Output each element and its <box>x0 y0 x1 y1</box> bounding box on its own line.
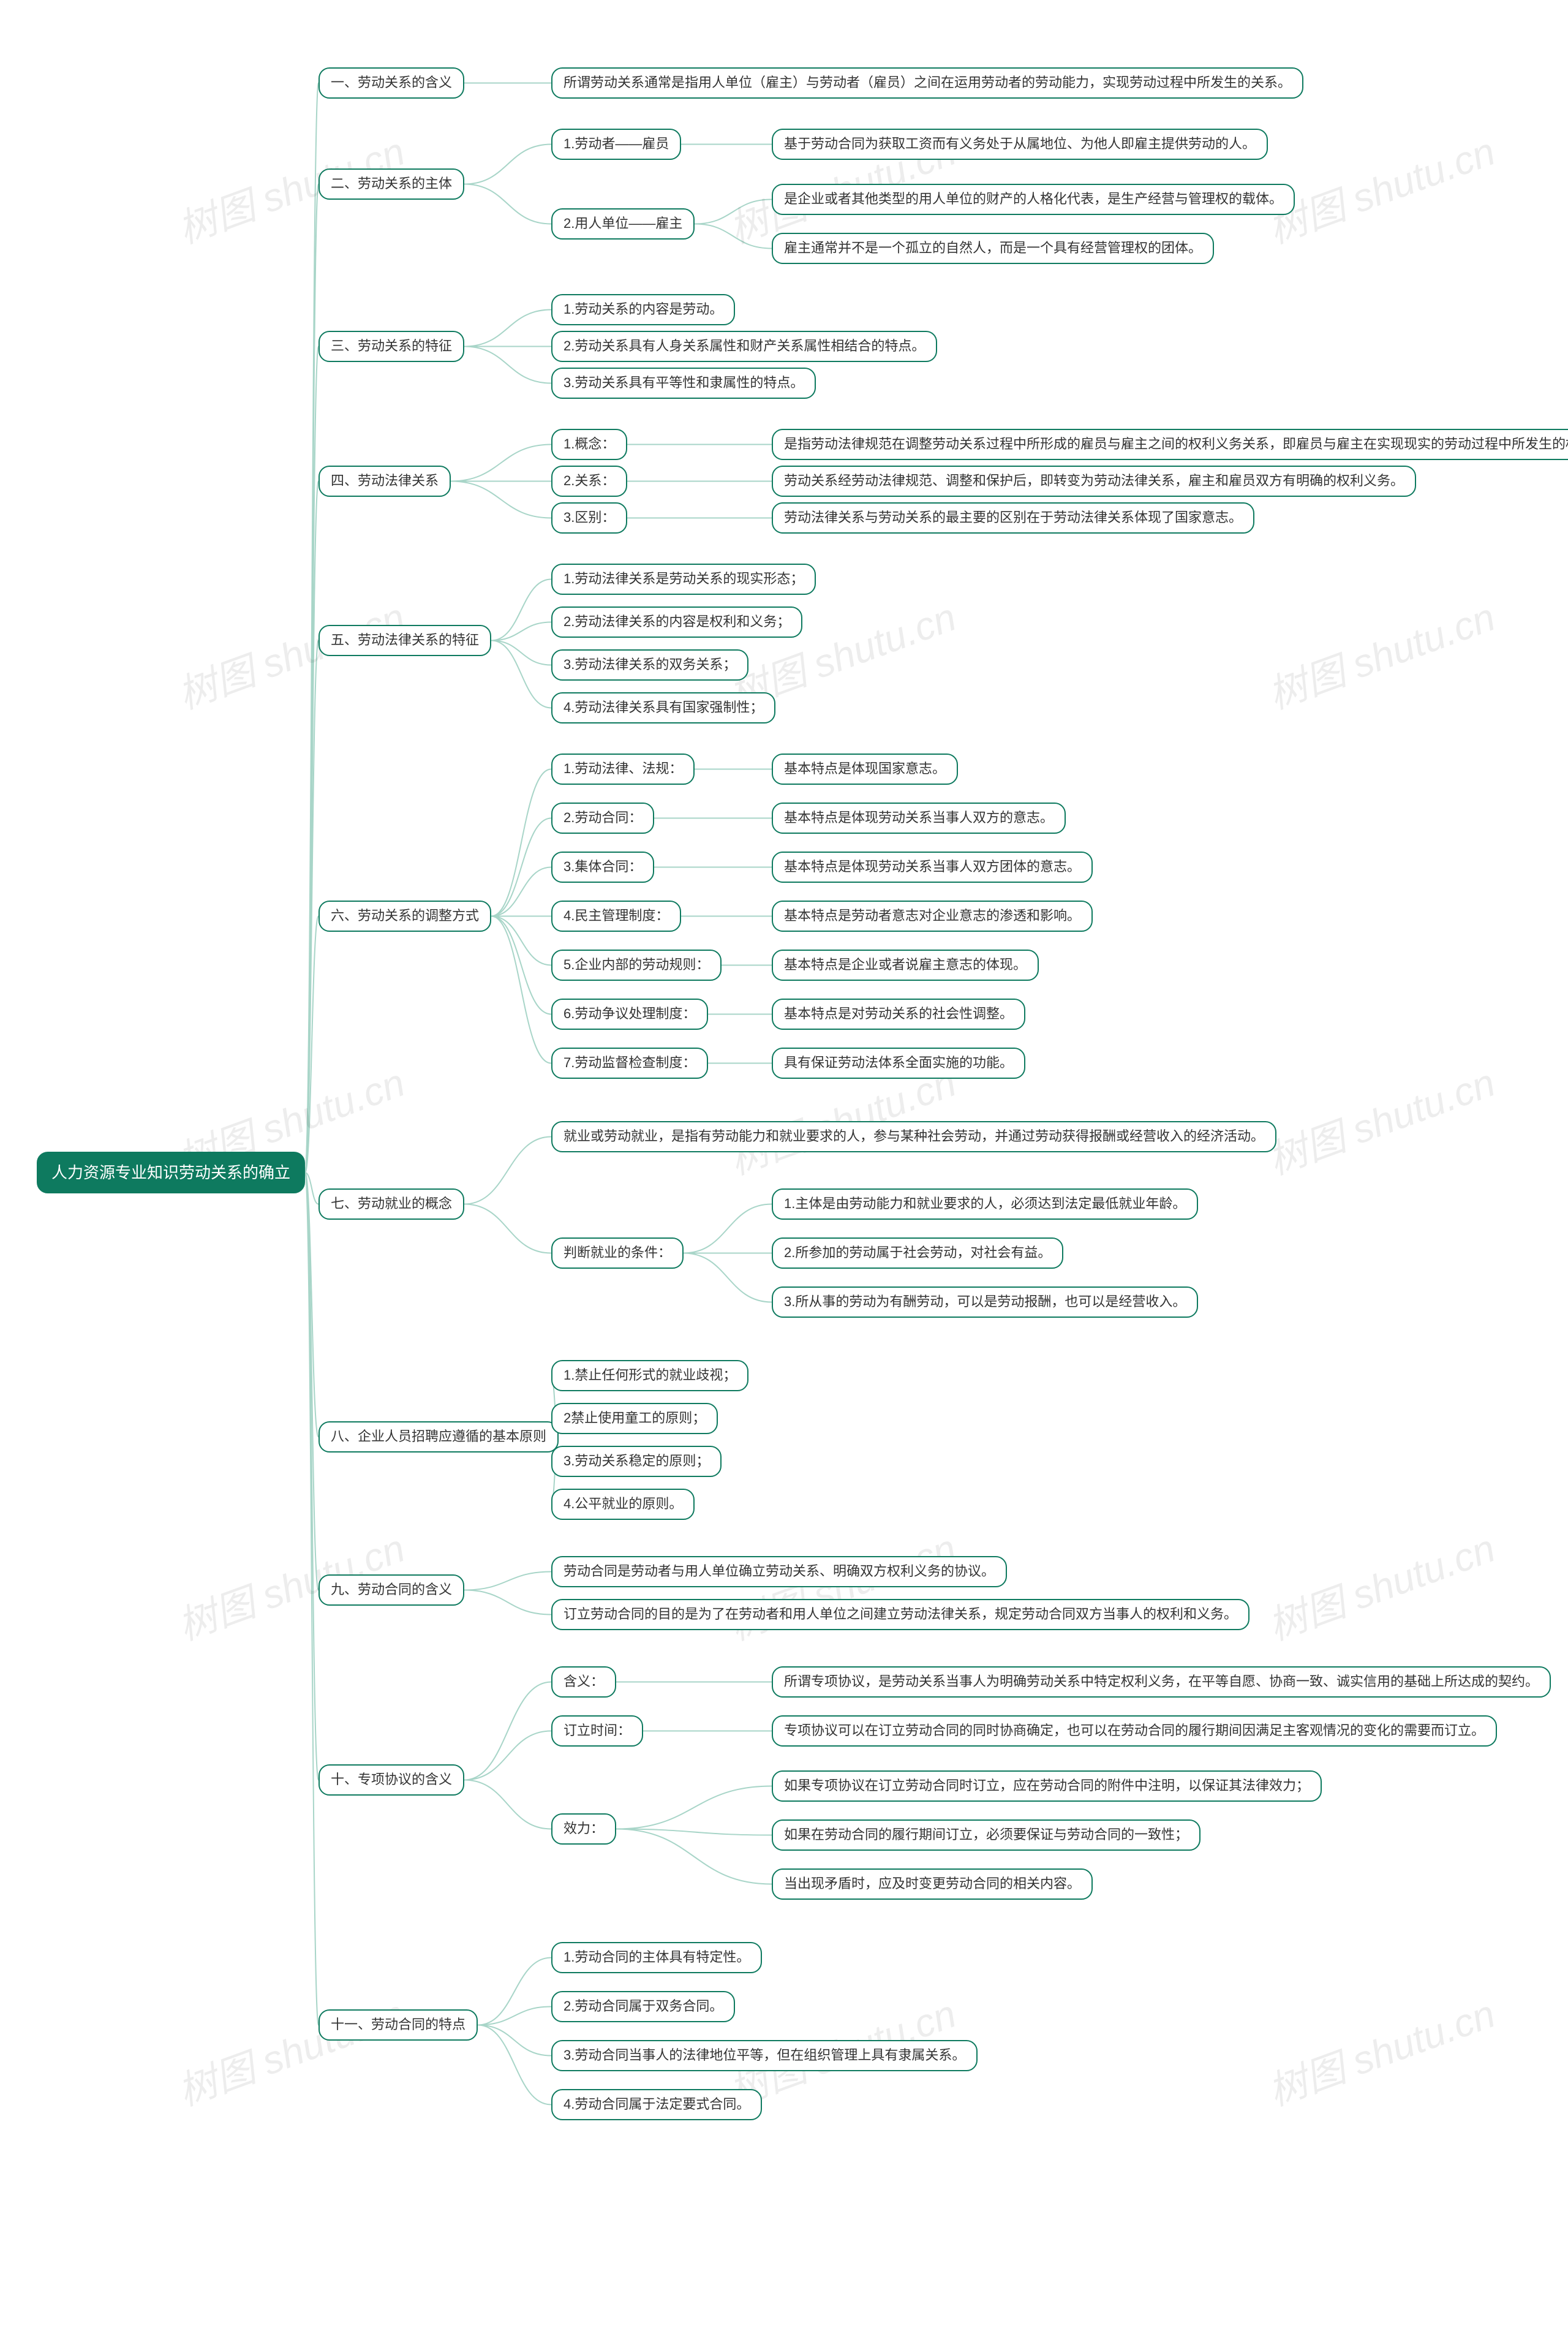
mindmap-node: 一、劳动关系的含义 <box>318 67 464 99</box>
mindmap-node: 2.劳动法律关系的内容是权利和义务； <box>551 606 802 638</box>
mindmap-node: 七、劳动就业的概念 <box>318 1188 464 1220</box>
mindmap-node: 五、劳动法律关系的特征 <box>318 625 491 656</box>
mindmap-node: 基本特点是劳动者意志对企业意志的渗透和影响。 <box>772 901 1093 932</box>
mindmap-node: 所谓劳动关系通常是指用人单位（雇主）与劳动者（雇员）之间在运用劳动者的劳动能力，… <box>551 67 1303 99</box>
mindmap-node: 4.劳动法律关系具有国家强制性； <box>551 692 775 723</box>
mindmap-node: 劳动关系经劳动法律规范、调整和保护后，即转变为劳动法律关系，雇主和雇员双方有明确… <box>772 466 1416 497</box>
mindmap-node: 基本特点是对劳动关系的社会性调整。 <box>772 999 1025 1030</box>
mindmap-node: 十一、劳动合同的特点 <box>318 2009 478 2041</box>
mindmap-node: 1.禁止任何形式的就业歧视； <box>551 1360 748 1391</box>
mindmap-node: 5.企业内部的劳动规则： <box>551 950 722 981</box>
mindmap-node: 基本特点是体现国家意志。 <box>772 754 958 785</box>
mindmap-layer: 人力资源专业知识劳动关系的确立 一、劳动关系的含义 所谓劳动关系通常是指用人单位（雇… <box>0 0 1568 2331</box>
mindmap-node: 2禁止使用童工的原则； <box>551 1403 718 1434</box>
mindmap-node: 订立时间： <box>551 1715 643 1747</box>
mindmap-node: 3.区别： <box>551 502 627 534</box>
mindmap-node: 订立劳动合同的目的是为了在劳动者和用人单位之间建立劳动法律关系，规定劳动合同双方… <box>551 1599 1250 1630</box>
mindmap-node: 二、劳动关系的主体 <box>318 168 464 200</box>
mindmap-node: 1.劳动者——雇员 <box>551 129 681 160</box>
mindmap-node: 效力： <box>551 1813 616 1845</box>
mindmap-node: 3.劳动关系稳定的原则； <box>551 1446 722 1477</box>
mindmap-node: 4.公平就业的原则。 <box>551 1489 695 1520</box>
mindmap-root: 人力资源专业知识劳动关系的确立 <box>37 1152 305 1193</box>
mindmap-node: 是企业或者其他类型的用人单位的财产的人格化代表，是生产经营与管理权的载体。 <box>772 184 1295 215</box>
mindmap-node: 3.劳动关系具有平等性和隶属性的特点。 <box>551 368 816 399</box>
mindmap-node: 2.劳动关系具有人身关系属性和财产关系属性相结合的特点。 <box>551 331 937 362</box>
mindmap-node: 六、劳动关系的调整方式 <box>318 901 491 932</box>
mindmap-node: 7.劳动监督检查制度： <box>551 1048 708 1079</box>
mindmap-node: 基本特点是体现劳动关系当事人双方团体的意志。 <box>772 852 1093 883</box>
mindmap-node: 雇主通常并不是一个孤立的自然人，而是一个具有经营管理权的团体。 <box>772 233 1214 264</box>
mindmap-node: 1.劳动法律关系是劳动关系的现实形态； <box>551 564 816 595</box>
mindmap-node: 4.民主管理制度： <box>551 901 681 932</box>
mindmap-node: 2.用人单位——雇主 <box>551 208 695 240</box>
mindmap-node: 劳动合同是劳动者与用人单位确立劳动关系、明确双方权利义务的协议。 <box>551 1556 1007 1587</box>
mindmap-node: 2.劳动合同属于双务合同。 <box>551 1991 735 2022</box>
mindmap-node: 3.所从事的劳动为有酬劳动，可以是劳动报酬，也可以是经营收入。 <box>772 1286 1198 1318</box>
mindmap-node: 就业或劳动就业，是指有劳动能力和就业要求的人，参与某种社会劳动，并通过劳动获得报… <box>551 1121 1276 1152</box>
mindmap-node: 6.劳动争议处理制度： <box>551 999 708 1030</box>
mindmap-node: 1.主体是由劳动能力和就业要求的人，必须达到法定最低就业年龄。 <box>772 1188 1198 1220</box>
mindmap-node: 基于劳动合同为获取工资而有义务处于从属地位、为他人即雇主提供劳动的人。 <box>772 129 1268 160</box>
mindmap-node: 如果专项协议在订立劳动合同时订立，应在劳动合同的附件中注明，以保证其法律效力； <box>772 1770 1322 1802</box>
mindmap-node: 3.劳动法律关系的双务关系； <box>551 649 748 681</box>
mindmap-node: 3.劳动合同当事人的法律地位平等，但在组织管理上具有隶属关系。 <box>551 2040 978 2071</box>
mindmap-node: 当出现矛盾时，应及时变更劳动合同的相关内容。 <box>772 1868 1093 1900</box>
mindmap-node: 三、劳动关系的特征 <box>318 331 464 362</box>
mindmap-node: 所谓专项协议，是劳动关系当事人为明确劳动关系中特定权利义务，在平等自愿、协商一致… <box>772 1666 1551 1698</box>
mindmap-node: 含义： <box>551 1666 616 1698</box>
mindmap-node: 4.劳动合同属于法定要式合同。 <box>551 2089 762 2120</box>
mindmap-node: 2.劳动合同： <box>551 803 654 834</box>
mindmap-node: 九、劳动合同的含义 <box>318 1574 464 1606</box>
mindmap-node: 十、专项协议的含义 <box>318 1764 464 1796</box>
mindmap-node: 判断就业的条件： <box>551 1237 684 1269</box>
mindmap-node: 1.概念： <box>551 429 627 460</box>
mindmap-node: 劳动法律关系与劳动关系的最主要的区别在于劳动法律关系体现了国家意志。 <box>772 502 1254 534</box>
mindmap-node: 基本特点是体现劳动关系当事人双方的意志。 <box>772 803 1066 834</box>
mindmap-node: 2.所参加的劳动属于社会劳动，对社会有益。 <box>772 1237 1063 1269</box>
mindmap-node: 八、企业人员招聘应遵循的基本原则 <box>318 1421 559 1453</box>
mindmap-node: 1.劳动关系的内容是劳动。 <box>551 294 735 325</box>
mindmap-node: 如果在劳动合同的履行期间订立，必须要保证与劳动合同的一致性； <box>772 1819 1200 1851</box>
mindmap-node: 3.集体合同： <box>551 852 654 883</box>
mindmap-node: 基本特点是企业或者说雇主意志的体现。 <box>772 950 1039 981</box>
mindmap-node: 1.劳动法律、法规： <box>551 754 695 785</box>
mindmap-node: 四、劳动法律关系 <box>318 466 451 497</box>
mindmap-node: 具有保证劳动法体系全面实施的功能。 <box>772 1048 1025 1079</box>
mindmap-node: 2.关系： <box>551 466 627 497</box>
mindmap-node: 1.劳动合同的主体具有特定性。 <box>551 1942 762 1973</box>
mindmap-node: 是指劳动法律规范在调整劳动关系过程中所形成的雇员与雇主之间的权利义务关系，即雇员… <box>772 429 1568 460</box>
mindmap-node: 专项协议可以在订立劳动合同的同时协商确定，也可以在劳动合同的履行期间因满足主客观… <box>772 1715 1497 1747</box>
